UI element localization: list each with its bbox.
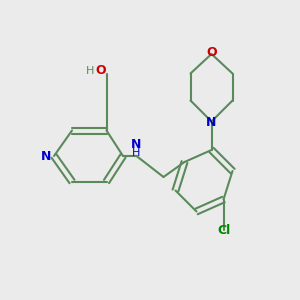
Text: N: N (41, 149, 52, 163)
Text: H: H (86, 65, 94, 76)
Text: O: O (95, 64, 106, 77)
Text: N: N (206, 116, 217, 130)
Text: H: H (132, 148, 141, 158)
Text: N: N (131, 137, 142, 151)
Text: Cl: Cl (217, 224, 230, 238)
Text: O: O (206, 46, 217, 59)
